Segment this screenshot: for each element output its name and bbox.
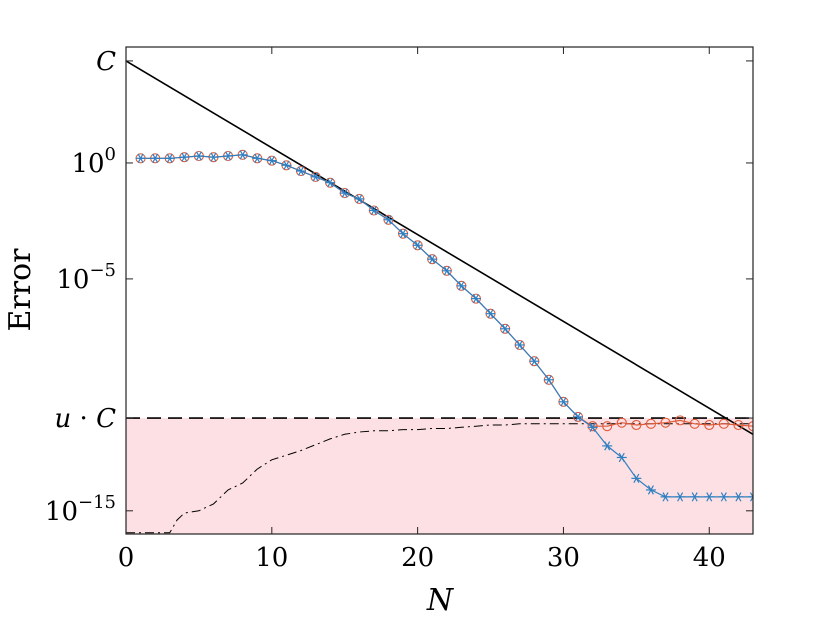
circle-marker [675, 415, 686, 426]
asterisk-marker [587, 422, 598, 432]
y-tick-label: 10−15 [45, 492, 116, 527]
x-tick-label: 10 [255, 543, 288, 573]
asterisk-marker [514, 340, 525, 350]
y-tick-label: 100 [71, 144, 116, 179]
x-axis-label: N [426, 583, 455, 618]
asterisk-marker [645, 485, 656, 495]
y-tick-label: u · C [55, 404, 117, 434]
asterisk-marker [310, 172, 321, 182]
asterisk-marker [631, 473, 642, 483]
x-tick-label: 0 [118, 543, 135, 573]
asterisk-marker [295, 166, 306, 176]
asterisk-marker [368, 205, 379, 216]
asterisk-marker [573, 412, 584, 422]
asterisk-marker [412, 240, 423, 250]
asterisk-marker [470, 293, 481, 304]
circle-marker [602, 421, 613, 432]
asterisk-marker [660, 492, 671, 502]
asterisk-marker [500, 324, 511, 334]
asterisk-marker [543, 375, 554, 385]
x-tick-label: 40 [693, 543, 726, 573]
asterisk-marker [208, 152, 219, 162]
circle-marker [660, 417, 671, 428]
asterisk-marker [558, 397, 569, 407]
asterisk-marker [179, 152, 190, 162]
asterisk-marker [456, 281, 467, 291]
asterisk-marker [427, 254, 438, 264]
asterisk-marker [339, 188, 350, 198]
shaded-region [126, 418, 753, 534]
asterisk-marker [718, 492, 729, 502]
circle-marker [631, 419, 642, 431]
asterisk-marker [748, 492, 753, 502]
asterisk-marker [733, 492, 744, 502]
circle-marker [645, 418, 656, 429]
circle-marker [733, 419, 744, 431]
asterisk-marker [398, 229, 409, 239]
asterisk-marker [193, 151, 204, 161]
asterisk-marker [266, 155, 277, 166]
asterisk-marker [383, 215, 394, 225]
circle-marker [587, 421, 598, 432]
x-tick-label: 20 [401, 543, 434, 573]
circle-marker [704, 419, 715, 431]
circle-marker [747, 421, 753, 432]
asterisk-marker [616, 452, 627, 463]
asterisk-marker [529, 356, 540, 366]
y-tick-label: 10−5 [56, 260, 116, 295]
circle-marker [718, 418, 729, 429]
asterisk-marker [675, 492, 686, 502]
asterisk-marker [135, 153, 146, 163]
asterisk-marker [164, 153, 175, 163]
asterisk-marker [223, 151, 234, 161]
solid-reference-line [126, 60, 753, 435]
asterisk-marker [704, 492, 715, 502]
asterisk-marker [689, 492, 700, 502]
circle-marker [689, 418, 700, 429]
asterisk-marker [485, 309, 496, 319]
asterisk-marker [354, 194, 365, 204]
asterisk-marker [252, 153, 263, 163]
circle-marker [616, 417, 627, 428]
asterisk-marker [237, 150, 248, 160]
asterisk-marker [150, 153, 161, 163]
x-tick-label: 30 [547, 543, 580, 573]
asterisk-marker [441, 266, 452, 276]
asterisk-marker [325, 178, 336, 188]
asterisk-marker [281, 160, 292, 170]
plot-frame [125, 46, 754, 535]
y-axis-label: Error [3, 248, 38, 332]
y-tick-label: C [96, 47, 116, 77]
asterisk-marker [602, 441, 613, 451]
